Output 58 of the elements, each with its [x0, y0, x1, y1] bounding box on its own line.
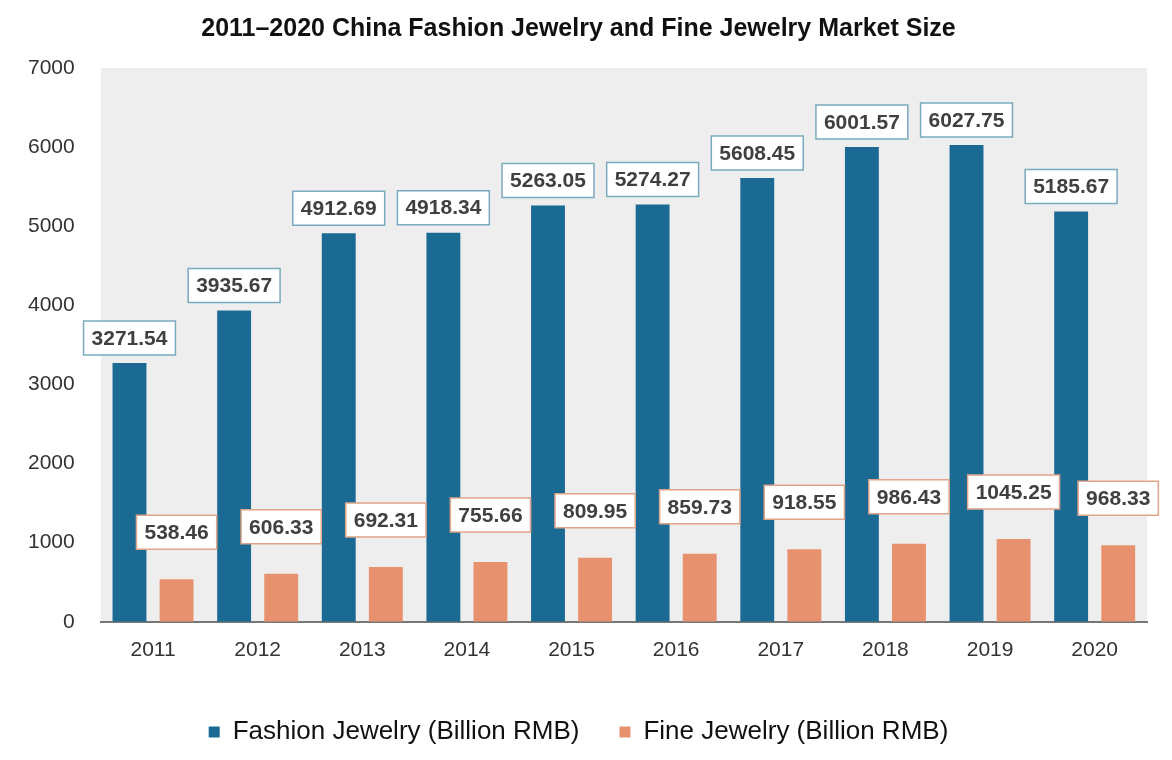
x-tick-label: 2018	[862, 637, 909, 661]
data-label: 859.73	[667, 494, 732, 518]
data-label: 968.33	[1086, 485, 1151, 509]
bar	[159, 579, 194, 622]
data-label: 5185.67	[1033, 174, 1110, 198]
data-label: 5608.45	[719, 140, 796, 164]
data-label: 1045.25	[975, 479, 1052, 503]
data-label: 6001.57	[823, 109, 900, 133]
x-tick-label: 2019	[966, 637, 1014, 661]
legend-label: Fine Jewelry (Billion RMB)	[643, 715, 949, 746]
bar	[996, 539, 1031, 622]
bar	[844, 146, 879, 622]
x-tick-label: 2017	[757, 637, 805, 661]
bar	[426, 232, 461, 622]
legend-label: Fashion Jewelry (Billion RMB)	[232, 715, 580, 746]
data-label: 809.95	[562, 498, 628, 522]
data-label: 5274.27	[614, 167, 691, 191]
bar	[112, 362, 147, 622]
chart-title: 2011–2020 China Fashion Jewelry and Fine Jewelry Market Size	[201, 12, 956, 41]
data-label: 692.31	[353, 507, 419, 531]
x-tick-label: 2011	[130, 637, 176, 661]
data-label: 6027.75	[928, 107, 1005, 131]
y-tick-label: 2000	[28, 450, 75, 474]
bar	[531, 205, 565, 622]
y-tick-label: 6000	[28, 133, 75, 157]
y-tick-label: 4000	[28, 292, 75, 316]
data-label: 4912.69	[300, 195, 377, 219]
data-label: 606.33	[249, 514, 314, 538]
data-label: 918.55	[772, 489, 837, 513]
x-tick-label: 2014	[443, 637, 491, 661]
data-label: 3271.54	[91, 325, 168, 349]
bar	[635, 204, 670, 622]
bar	[264, 573, 299, 622]
bar	[578, 557, 613, 622]
bar	[321, 233, 356, 622]
x-tick-label: 2013	[338, 637, 386, 661]
bar	[368, 567, 403, 622]
bar	[787, 549, 822, 622]
data-label: 4918.34	[405, 195, 482, 219]
x-tick-label: 2015	[548, 637, 595, 661]
bar	[892, 543, 926, 622]
bar	[1101, 545, 1136, 622]
data-label: 3935.67	[196, 273, 273, 297]
x-tick-label: 2012	[234, 637, 282, 661]
data-label: 5263.05	[510, 168, 587, 192]
y-tick-label: 1000	[28, 529, 75, 553]
y-tick-label: 5000	[28, 213, 75, 237]
x-tick-label: 2016	[652, 637, 700, 661]
y-tick-label: 0	[63, 608, 75, 632]
y-tick-label: 3000	[28, 371, 75, 395]
bar	[473, 562, 508, 622]
bar	[740, 178, 775, 622]
data-label: 538.46	[144, 520, 209, 543]
data-label: 986.43	[876, 484, 942, 508]
y-tick-label: 7000	[28, 54, 75, 78]
bar	[682, 553, 717, 622]
data-label: 755.66	[458, 502, 523, 526]
x-tick-label: 2020	[1071, 637, 1119, 661]
